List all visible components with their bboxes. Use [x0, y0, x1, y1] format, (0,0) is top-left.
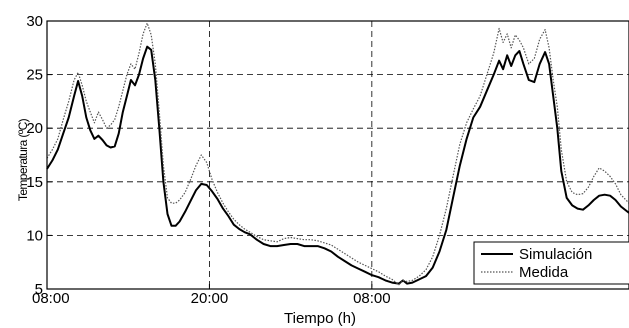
- y-tick-label: 5: [35, 281, 43, 298]
- legend-label-simulacion: Simulación: [519, 246, 592, 263]
- grid-lines: [47, 21, 629, 289]
- y-axis-ticks: 5 10 15 20 25 30: [26, 13, 52, 298]
- series-line-simulacion: [46, 45, 629, 285]
- legend-box: [473, 241, 629, 285]
- series-line-medida: [46, 22, 629, 286]
- y-tick-label: 25: [26, 67, 43, 84]
- y-tick-label: 10: [26, 227, 43, 244]
- x-tick-label: 08:00: [353, 290, 391, 307]
- x-tick-label: 20:00: [191, 290, 229, 307]
- y-axis-label: Temperatura (ºC): [16, 118, 30, 201]
- legend: Simulación Medida: [473, 241, 629, 285]
- x-axis-label: Tiempo (h): [284, 310, 356, 327]
- plot-frame: [46, 20, 629, 290]
- x-tick-label: 08:00: [32, 290, 70, 307]
- series-lines: [46, 22, 629, 286]
- x-axis-ticks: 08:00 20:00 08:00: [32, 284, 391, 307]
- y-tick-label: 30: [26, 13, 43, 30]
- legend-label-medida: Medida: [519, 264, 569, 281]
- y-tick-label: 20: [26, 120, 43, 137]
- y-tick-label: 15: [26, 174, 43, 191]
